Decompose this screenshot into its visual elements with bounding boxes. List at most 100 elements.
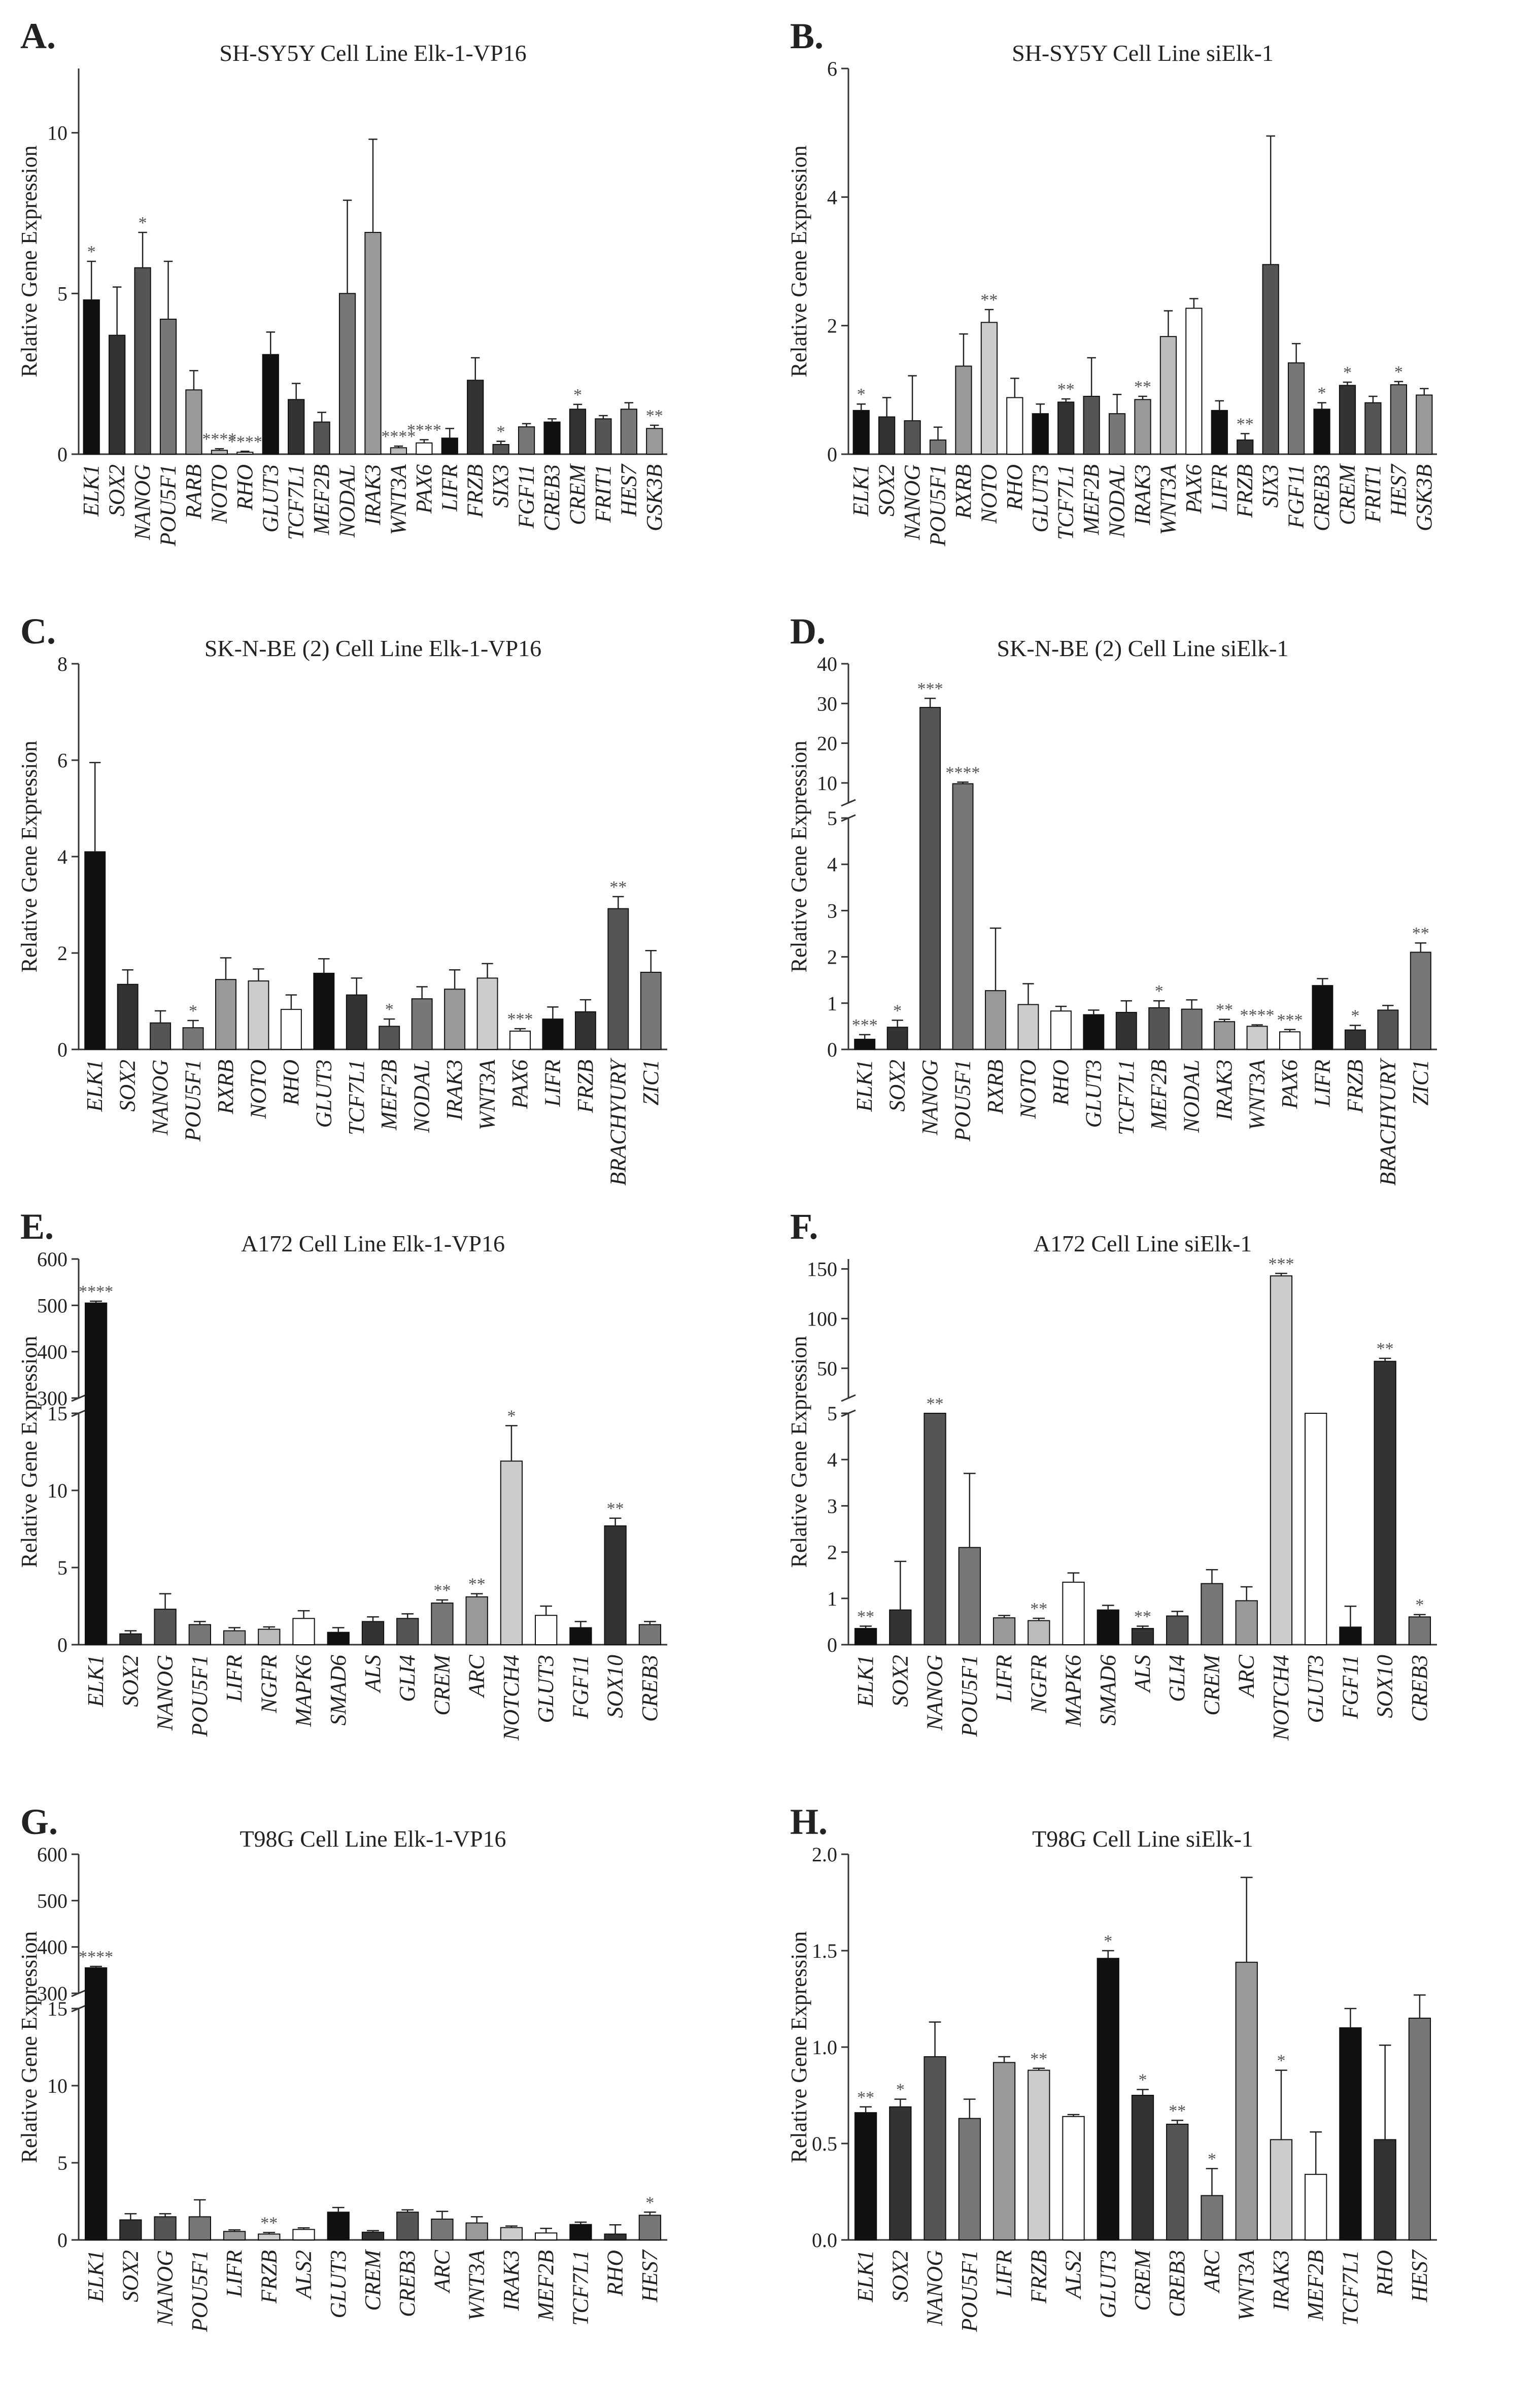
panel-e-ytick-label: 300 [37, 1387, 67, 1410]
panel-a-sig-label: **** [228, 432, 262, 451]
panel-d-bar-wnt3a [1246, 1026, 1268, 1050]
panel-f-bar-als [1131, 1628, 1154, 1646]
panel-h-xtick-label: SOX2 [887, 2250, 912, 2302]
panel-c-bar-pou5f1 [182, 1027, 204, 1050]
panel-a-xtick-label: NODAL [335, 464, 360, 538]
panel-e-sig-label: ** [468, 1575, 486, 1594]
panel-d-xtick-label: TCF7L1 [1114, 1060, 1139, 1135]
panel-a-bar-irak3 [364, 232, 382, 455]
panel-h-xtick-label: POU5F1 [957, 2250, 982, 2332]
panel-b-bar-pou5f1 [929, 439, 947, 455]
panel-e-bar-mapk6 [292, 1618, 315, 1646]
panel-e-bar-pou5f1 [188, 1624, 211, 1645]
panel-g-bar-tcf7l1 [569, 2224, 592, 2240]
panel-d-bar-sox2 [886, 1027, 908, 1050]
panel-f-sig-label: ** [1030, 1600, 1047, 1618]
panel-h-xtick-label: GLUT3 [1096, 2250, 1120, 2319]
panel-g-bar-wnt3a [465, 2222, 488, 2240]
panel-b-bar-creb3 [1313, 409, 1330, 455]
panel-f-sig-label: ** [1134, 1608, 1151, 1626]
panel-c-ylabel: Relative Gene Expression [17, 741, 42, 973]
panel-h-sig-label: ** [857, 2088, 874, 2107]
panel-a-bar-rarb [185, 389, 202, 455]
panel-f-bar-notch4 [1270, 1275, 1293, 1645]
panel-e: E. A172 Cell Line Elk-1-VP16 Relative Gene… [17, 1206, 667, 1741]
panel-e-bar-crem [431, 1602, 454, 1645]
panel-d-bar-irak3 [1214, 1021, 1236, 1050]
panel-e-ytick-label: 500 [37, 1294, 67, 1317]
panel-b-xtick-label: CREM [1334, 463, 1359, 525]
panel-g-xtick-label: HES7 [637, 2249, 662, 2303]
panel-e-bar-gli4 [396, 1618, 419, 1646]
panel-f-ytick-label: 150 [807, 1258, 837, 1281]
panel-g-sig-label: **** [79, 1948, 113, 1966]
panel-b-sig-label: ** [1134, 378, 1151, 396]
panel-h-ylabel: Relative Gene Expression [786, 1931, 811, 2163]
panel-d-bar-pou5f1 [952, 783, 974, 1050]
panel-c-xtick-label: ZIC1 [638, 1060, 663, 1105]
panel-d-sig-label: ** [1412, 924, 1429, 943]
panel-f-ytick-label: 2 [827, 1541, 837, 1564]
panel-b-ytick-label: 6 [827, 57, 837, 80]
panel-b-bar-sox2 [878, 416, 896, 455]
panel-e-bar-sox10 [604, 1525, 627, 1645]
panel-f-bar-mapk6 [1062, 1581, 1085, 1646]
panel-a-xtick-label: MEF2B [309, 464, 334, 535]
panel-b-xtick-label: GSK3B [1412, 464, 1436, 531]
panel-b-sig-label: ** [980, 291, 998, 310]
panel-e-xtick-label: GLI4 [395, 1655, 420, 1702]
panel-h-ytick-label: 0.0 [812, 2229, 837, 2252]
panel-d-ytick-label: 2 [827, 946, 837, 969]
panel-c-bar-wnt3a [476, 977, 498, 1050]
panel-g-ytick-label: 600 [37, 1843, 67, 1866]
panel-d-xtick-label: RHO [1048, 1060, 1073, 1106]
panel-c-xtick-label: IRAK3 [442, 1060, 467, 1121]
panel-a-bar-sox2 [109, 334, 126, 455]
panel-g-bar-pou5f1 [188, 2216, 211, 2241]
panel-h-sig-label: ** [1030, 2050, 1047, 2068]
panel-d-sig-label: * [1351, 1007, 1359, 1026]
panel-e-sig-label: ** [433, 1581, 451, 1600]
panel-g-xtick-label: TCF7L1 [568, 2250, 593, 2326]
panel-h-xtick-label: WNT3A [1234, 2250, 1259, 2321]
panel-h-xtick-label: CREM [1130, 2249, 1155, 2311]
panel-e-title: A172 Cell Line Elk-1-VP16 [241, 1231, 505, 1256]
panel-d-bar-zic1 [1410, 951, 1431, 1050]
panel-h: H. T98G Cell Line siElk-1 Relative Gene Ex… [786, 1801, 1437, 2332]
panel-d-sig-label: *** [852, 1016, 878, 1035]
panel-d-xtick-label: LIFR [1310, 1060, 1334, 1107]
panel-g-xtick-label: LIFR [222, 2250, 247, 2298]
panel-b-sig-label: * [857, 385, 866, 404]
panel-f-xtick-label: GLI4 [1165, 1655, 1189, 1702]
panel-a-xtick-label: FGF11 [514, 464, 539, 529]
panel-c-bar-frzb [574, 1011, 596, 1050]
panel-h-xtick-label: ARC [1199, 2250, 1224, 2294]
panel-h-sig-label: * [896, 2081, 905, 2099]
panel-e-bar-arc [465, 1596, 488, 1646]
panel-f-title: A172 Cell Line siElk-1 [1034, 1231, 1252, 1256]
panel-b-ytick-label: 2 [827, 315, 837, 337]
panel-f-sig-label: *** [1268, 1254, 1294, 1273]
panel-b-bar-irak3 [1134, 399, 1151, 455]
panel-a-bar-nanog [134, 267, 151, 455]
panel-g-ytick-label: 300 [37, 1982, 67, 2005]
panel-b-ylabel: Relative Gene Expression [786, 146, 811, 378]
panel-c-xtick-label: LIFR [540, 1060, 565, 1107]
panel-b-sig-label: ** [1237, 415, 1254, 433]
panel-a-bar-creb3 [543, 421, 561, 455]
panel-d-sig-label: * [1155, 982, 1163, 1001]
panel-a-xtick-label: HES7 [616, 463, 641, 517]
panel-a-sig-label: * [573, 386, 582, 404]
panel-g-title: T98G Cell Line Elk-1-VP16 [239, 1826, 506, 1852]
panel-f-ytick-label: 3 [827, 1494, 837, 1517]
panel-d-letter: D. [790, 611, 826, 652]
panel-e-bar-als [361, 1621, 385, 1646]
panel-g-ytick-label: 500 [37, 1889, 67, 1912]
panel-d-xtick-label: PAX6 [1277, 1060, 1302, 1109]
panel-e-bar-creb3 [638, 1624, 662, 1645]
panel-h-bar-mef2b [1305, 2173, 1327, 2240]
panel-a-bar-hes7 [620, 409, 637, 455]
panel-c-xtick-label: WNT3A [475, 1059, 500, 1130]
panel-d-xtick-label: ELK1 [852, 1060, 877, 1112]
panel-a-bar-rho [236, 452, 254, 455]
